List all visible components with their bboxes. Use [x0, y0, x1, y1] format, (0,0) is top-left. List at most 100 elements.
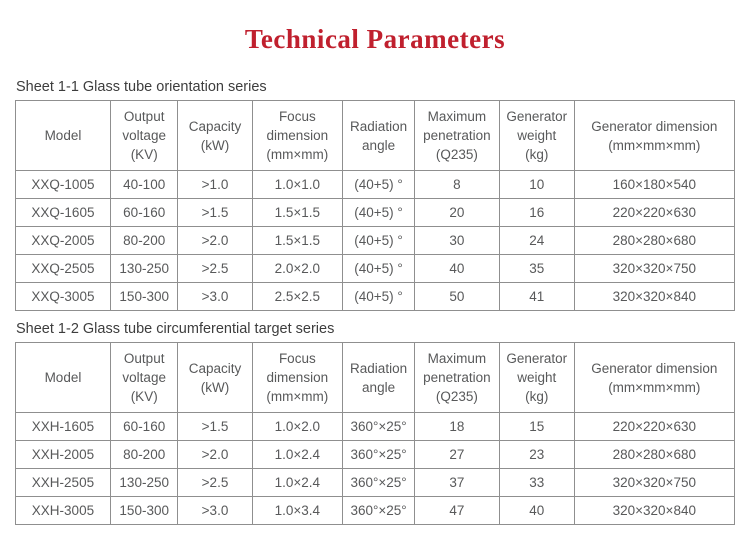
value-cell: >2.5 [177, 468, 253, 498]
model-cell: XXH-1605 [15, 412, 111, 442]
value-cell: >1.5 [177, 198, 253, 228]
table-caption-sheet-1-2: Sheet 1-2 Glass tube circumferential tar… [16, 321, 335, 338]
table-row: XXQ-2505 130-250 >2.5 2.0×2.0 (40+5) ° 40 35 32… [15, 254, 736, 284]
value-cell: 1.0×2.4 [251, 440, 344, 470]
value-cell: 1.5×1.5 [251, 198, 344, 228]
value-cell: 1.0×2.4 [251, 468, 344, 498]
value-cell: 60-160 [109, 198, 179, 228]
table-row: XXH-2505 130-250 >2.5 1.0×2.4 360°×25° 37 33 32… [15, 468, 736, 498]
value-cell: 15 [498, 412, 575, 442]
value-cell: 27 [414, 440, 500, 470]
table-row: XXQ-1605 60-160 >1.5 1.5×1.5 (40+5) ° 20 16 220… [15, 198, 736, 228]
value-cell: 41 [498, 282, 575, 312]
column-header: Generator weight (kg) [498, 342, 575, 414]
value-cell: 1.0×3.4 [251, 496, 344, 526]
model-cell: XXQ-1605 [15, 198, 111, 228]
value-cell: 160×180×540 [573, 170, 736, 200]
value-cell: 33 [498, 468, 575, 498]
header-row: Model Output voltage (KV) Capacity (kW) Foc… [15, 100, 736, 172]
value-cell: 360°×25° [342, 412, 416, 442]
value-cell: 18 [414, 412, 500, 442]
column-header: Radiation angle [342, 342, 416, 414]
model-cell: XXH-2505 [15, 468, 111, 498]
model-cell: XXQ-1005 [15, 170, 111, 200]
value-cell: >2.5 [177, 254, 253, 284]
value-cell: 320×320×840 [573, 282, 736, 312]
value-cell: 23 [498, 440, 575, 470]
value-cell: >2.0 [177, 440, 253, 470]
value-cell: 37 [414, 468, 500, 498]
column-header: Generator dimension (mm×mm×mm) [573, 342, 736, 414]
table-row: XXQ-1005 40-100 >1.0 1.0×1.0 (40+5) ° 8 10 160×… [15, 170, 736, 200]
model-cell: XXH-3005 [15, 496, 111, 526]
value-cell: 40 [498, 496, 575, 526]
value-cell: >2.0 [177, 226, 253, 256]
value-cell: 30 [414, 226, 500, 256]
value-cell: 1.0×2.0 [251, 412, 344, 442]
technical-parameters-page: Technical Parameters Sheet 1-1 Glass tub… [0, 25, 750, 539]
column-header: Model [15, 100, 111, 172]
parameters-table-glass-tube-circumferential: Model Output voltage (KV) Capacity (kW) Foc… [15, 342, 736, 526]
value-cell: 20 [414, 198, 500, 228]
value-cell: >3.0 [177, 496, 253, 526]
value-cell: 1.0×1.0 [251, 170, 344, 200]
column-header: Capacity (kW) [177, 342, 253, 414]
column-header: Maximum penetration (Q235) [414, 342, 500, 414]
column-header: Capacity (kW) [177, 100, 253, 172]
column-header: Focus dimension (mm×mm) [251, 342, 344, 414]
model-cell: XXQ-3005 [15, 282, 111, 312]
column-header: Output voltage (KV) [109, 100, 179, 172]
value-cell: 10 [498, 170, 575, 200]
column-header: Focus dimension (mm×mm) [251, 100, 344, 172]
column-header: Output voltage (KV) [109, 342, 179, 414]
value-cell: 150-300 [109, 282, 179, 312]
column-header: Generator dimension (mm×mm×mm) [573, 100, 736, 172]
value-cell: 280×280×680 [573, 440, 736, 470]
column-header: Generator weight (kg) [498, 100, 575, 172]
value-cell: 35 [498, 254, 575, 284]
model-cell: XXQ-2505 [15, 254, 111, 284]
value-cell: (40+5) ° [342, 198, 416, 228]
value-cell: 130-250 [109, 254, 179, 284]
header-row: Model Output voltage (KV) Capacity (kW) Foc… [15, 342, 736, 414]
parameters-table-glass-tube-orientation: Model Output voltage (KV) Capacity (kW) Foc… [15, 100, 736, 312]
model-cell: XXH-2005 [15, 440, 111, 470]
value-cell: 47 [414, 496, 500, 526]
value-cell: 2.5×2.5 [251, 282, 344, 312]
value-cell: 16 [498, 198, 575, 228]
value-cell: >3.0 [177, 282, 253, 312]
value-cell: 40-100 [109, 170, 179, 200]
table-row: XXQ-3005 150-300 >3.0 2.5×2.5 (40+5) ° 50 41 32… [15, 282, 736, 312]
value-cell: 130-250 [109, 468, 179, 498]
table-row: XXH-1605 60-160 >1.5 1.0×2.0 360°×25° 18 15 220… [15, 412, 736, 442]
value-cell: 360°×25° [342, 496, 416, 526]
value-cell: 320×320×750 [573, 468, 736, 498]
value-cell: 80-200 [109, 440, 179, 470]
value-cell: >1.0 [177, 170, 253, 200]
page-title: Technical Parameters [244, 24, 506, 54]
value-cell: 360°×25° [342, 440, 416, 470]
value-cell: (40+5) ° [342, 226, 416, 256]
value-cell: 1.5×1.5 [251, 226, 344, 256]
value-cell: 360°×25° [342, 468, 416, 498]
value-cell: 50 [414, 282, 500, 312]
value-cell: 320×320×750 [573, 254, 736, 284]
value-cell: (40+5) ° [342, 170, 416, 200]
column-header: Maximum penetration (Q235) [414, 100, 500, 172]
table-row: XXQ-2005 80-200 >2.0 1.5×1.5 (40+5) ° 30 24 280… [15, 226, 736, 256]
model-cell: XXQ-2005 [15, 226, 111, 256]
value-cell: (40+5) ° [342, 254, 416, 284]
table-row: XXH-3005 150-300 >3.0 1.0×3.4 360°×25° 47 40 32… [15, 496, 736, 526]
value-cell: 220×220×630 [573, 412, 736, 442]
value-cell: 320×320×840 [573, 496, 736, 526]
table-caption-sheet-1-1: Sheet 1-1 Glass tube orientation series [16, 79, 267, 96]
value-cell: 2.0×2.0 [251, 254, 344, 284]
column-header: Model [15, 342, 111, 414]
value-cell: 280×280×680 [573, 226, 736, 256]
value-cell: 220×220×630 [573, 198, 736, 228]
value-cell: >1.5 [177, 412, 253, 442]
value-cell: 24 [498, 226, 575, 256]
value-cell: (40+5) ° [342, 282, 416, 312]
table-row: XXH-2005 80-200 >2.0 1.0×2.4 360°×25° 27 23 280… [15, 440, 736, 470]
column-header: Radiation angle [342, 100, 416, 172]
